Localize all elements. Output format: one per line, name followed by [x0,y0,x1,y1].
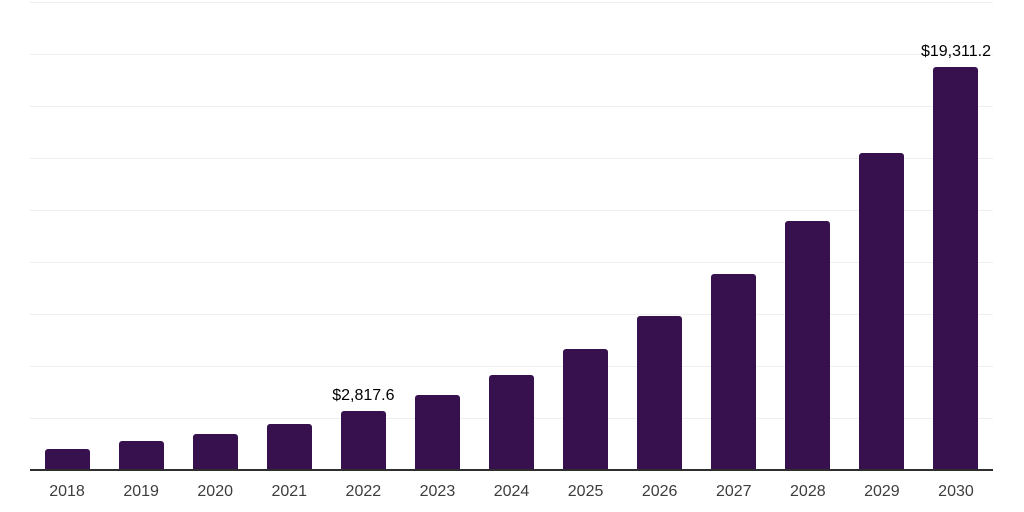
x-axis-label-2027: 2027 [715,483,752,500]
bar-slot-2020 [178,2,252,470]
bars-row: $2,817.6 $19,311.2 [30,2,993,470]
bar-slot-2023 [400,2,474,470]
bar-slot-2026 [623,2,697,470]
gridline [30,106,993,107]
bar-slot-2019 [104,2,178,470]
gridline [30,210,993,211]
x-axis-label-2028: 2028 [790,483,826,500]
bar-slot-2025 [549,2,623,470]
bar-slot-2030: $19,311.2 [919,2,993,470]
x-axis-line [30,469,993,471]
bar-2020 [192,434,238,470]
x-axis-label-2024: 2024 [493,483,530,500]
gridline [30,314,993,315]
bar-slot-2024 [474,2,548,470]
x-axis-label-2021: 2021 [271,483,308,500]
gridline [30,54,993,55]
bar-2018 [44,448,90,470]
bar-2026 [637,315,683,470]
bar-slot-2028 [771,2,845,470]
gridline [30,158,993,159]
x-axis-label-2020: 2020 [197,483,233,500]
data-label-2030: $19,311.2 [920,42,991,60]
bar-2022 [340,411,386,470]
chart-plot-area: $2,817.6 $19,311.2 [30,2,993,470]
x-axis-label-2022: 2022 [345,483,382,500]
bar-2021 [266,424,312,470]
data-label-2022: $2,817.6 [332,387,395,405]
x-axis-label-2026: 2026 [641,483,678,500]
bar-2019 [118,441,164,470]
bar-slot-2021 [252,2,326,470]
bar-slot-2018 [30,2,104,470]
bar-2027 [711,273,757,470]
bar-2028 [785,220,831,470]
x-axis-labels: 2018 2019 2020 2021 2022 2023 2024 2025 2026 2027… [30,484,993,500]
x-axis-label-2029: 2029 [864,483,900,500]
gridline [30,2,993,3]
x-axis-label-2018: 2018 [49,483,85,500]
bar-2024 [489,374,534,470]
bar-slot-2029 [845,2,919,470]
bar-2023 [414,395,460,470]
x-axis-label-2025: 2025 [567,483,604,500]
bar-2030 [933,66,979,470]
bar-2029 [859,152,905,470]
x-axis-label-2019: 2019 [123,483,159,500]
gridline [30,262,993,263]
bar-2025 [563,348,609,470]
bar-slot-2022: $2,817.6 [326,2,400,470]
x-axis-label-2030: 2030 [938,483,974,500]
bar-slot-2027 [697,2,771,470]
gridline [30,366,993,367]
x-axis-label-2023: 2023 [419,483,456,500]
